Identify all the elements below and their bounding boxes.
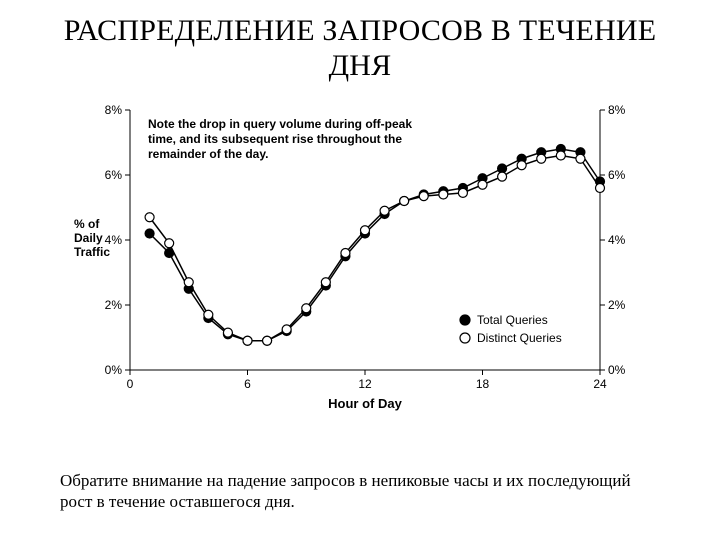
svg-text:2%: 2% [105, 298, 123, 312]
data-marker [576, 154, 585, 163]
data-marker [537, 154, 546, 163]
data-marker [556, 151, 565, 160]
x-axis-label: Hour of Day [328, 396, 402, 411]
data-marker [145, 229, 154, 238]
traffic-chart: 0%2%4%6%8%0%2%4%6%8%06121824Hour of Day%… [70, 100, 660, 430]
data-marker [478, 180, 487, 189]
svg-text:6: 6 [244, 377, 251, 391]
data-marker [223, 328, 232, 337]
svg-text:4%: 4% [608, 233, 626, 247]
data-marker [400, 197, 409, 206]
data-marker [596, 184, 605, 193]
svg-text:18: 18 [476, 377, 490, 391]
data-marker [498, 172, 507, 181]
svg-text:24: 24 [593, 377, 607, 391]
series-line [150, 149, 600, 341]
svg-text:12: 12 [358, 377, 372, 391]
legend-marker [460, 333, 470, 343]
svg-text:remainder of the day.: remainder of the day. [148, 147, 268, 161]
svg-text:0: 0 [127, 377, 134, 391]
legend-label: Distinct Queries [477, 331, 562, 345]
data-marker [419, 192, 428, 201]
legend-label: Total Queries [477, 313, 548, 327]
data-marker [321, 278, 330, 287]
svg-text:6%: 6% [105, 168, 123, 182]
data-marker [517, 161, 526, 170]
page-title: РАСПРЕДЕЛЕНИЕ ЗАПРОСОВ В ТЕЧЕНИЕ ДНЯ [0, 0, 720, 83]
svg-text:2%: 2% [608, 298, 626, 312]
legend-marker [460, 315, 470, 325]
svg-text:0%: 0% [608, 363, 626, 377]
data-marker [145, 213, 154, 222]
svg-text:8%: 8% [105, 103, 123, 117]
data-marker [380, 206, 389, 215]
data-marker [204, 310, 213, 319]
data-marker [439, 190, 448, 199]
svg-text:8%: 8% [608, 103, 626, 117]
data-marker [341, 249, 350, 258]
data-marker [302, 304, 311, 313]
data-marker [458, 188, 467, 197]
svg-text:time, and its subsequent rise: time, and its subsequent rise throughout… [148, 132, 402, 146]
data-marker [361, 226, 370, 235]
data-marker [263, 336, 272, 345]
y-axis-label: % of [74, 217, 100, 231]
svg-text:0%: 0% [105, 363, 123, 377]
svg-text:6%: 6% [608, 168, 626, 182]
data-marker [165, 239, 174, 248]
svg-text:Traffic: Traffic [74, 245, 110, 259]
data-marker [282, 325, 291, 334]
chart-caption: Обратите внимание на падение запросов в … [60, 470, 660, 513]
data-marker [184, 278, 193, 287]
chart-note: Note the drop in query volume during off… [148, 117, 412, 131]
svg-text:Daily: Daily [74, 231, 103, 245]
data-marker [243, 336, 252, 345]
